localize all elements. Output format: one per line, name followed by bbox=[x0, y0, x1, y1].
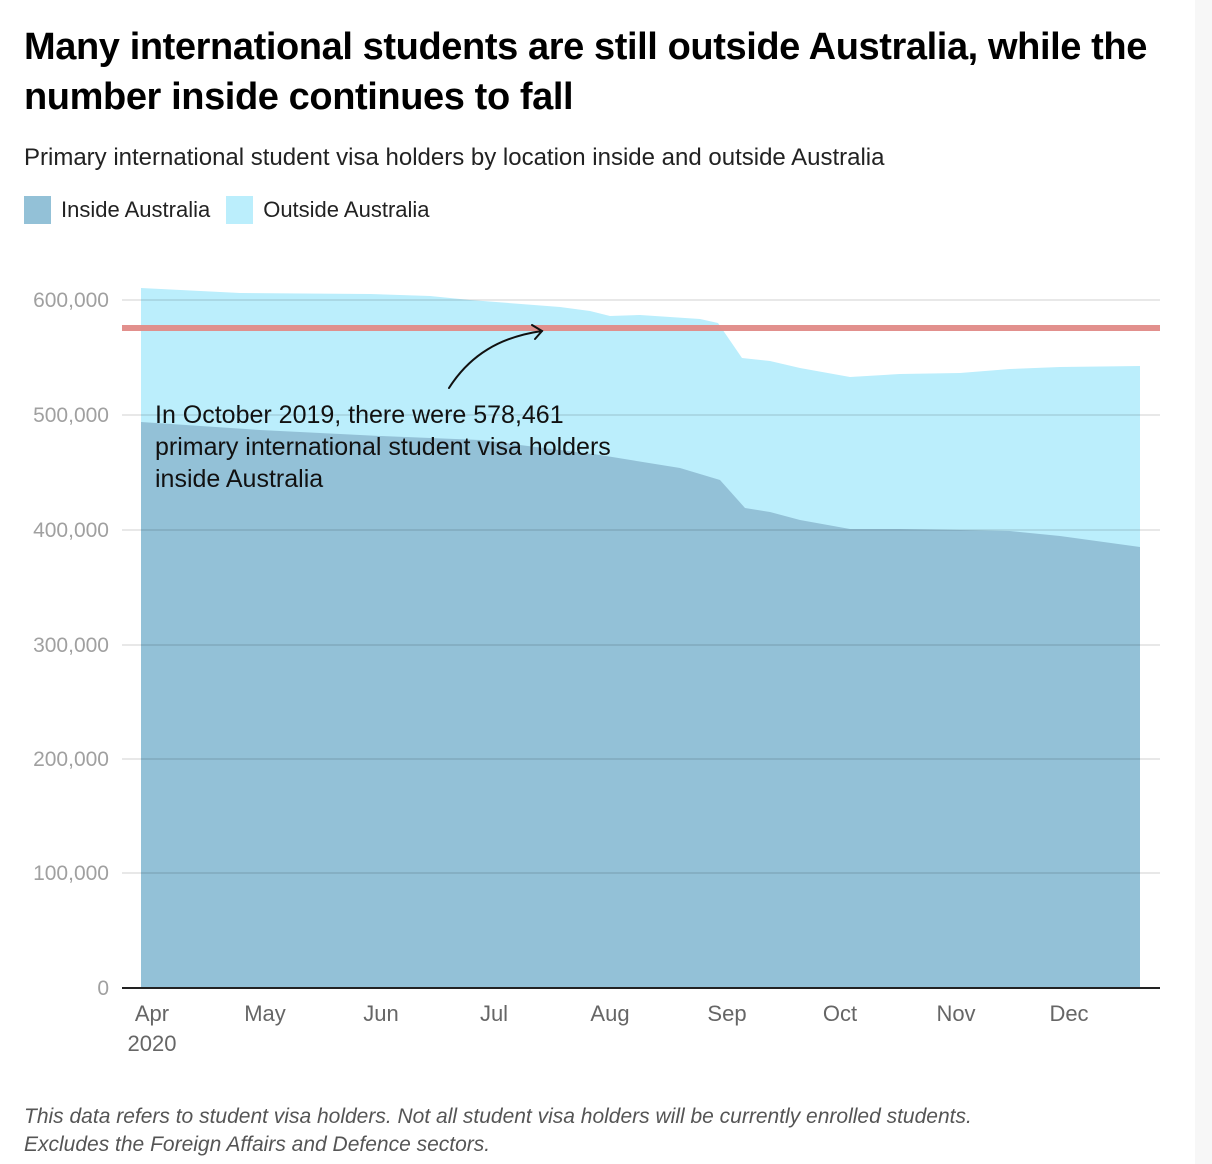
x-tick-nov: Nov bbox=[936, 1001, 975, 1026]
chart-subtitle: Primary international student visa holde… bbox=[24, 144, 885, 171]
y-tick-300000: 300,000 bbox=[33, 634, 109, 657]
scrollbar-track[interactable] bbox=[1195, 0, 1212, 1164]
annotation: In October 2019, there were 578,461 prim… bbox=[155, 401, 611, 493]
x-tick-aug: Aug bbox=[590, 1001, 629, 1026]
legend-item-outside: Outside Australia bbox=[226, 196, 430, 224]
x-tick-sep: Sep bbox=[707, 1001, 746, 1026]
legend-label-inside: Inside Australia bbox=[61, 197, 211, 222]
annotation-line-1: In October 2019, there were 578,461 bbox=[155, 401, 564, 429]
footnote-line-2: Excludes the Foreign Affairs and Defence… bbox=[24, 1133, 491, 1156]
legend-swatch-inside bbox=[24, 196, 51, 224]
footnote: This data refers to student visa holders… bbox=[24, 1103, 972, 1159]
x-axis-labels: Apr 2020 May Jun Jul Aug Sep Oct Nov Dec bbox=[128, 1001, 1089, 1056]
y-tick-400000: 400,000 bbox=[33, 519, 109, 542]
legend-label-outside: Outside Australia bbox=[263, 197, 430, 222]
chart-title: Many international students are still ou… bbox=[24, 26, 1147, 118]
annotation-line-2: primary international student visa holde… bbox=[155, 433, 611, 461]
annotation-line-3: inside Australia bbox=[155, 465, 323, 493]
area-chart: 600,000 500,000 400,000 300,000 200,000 … bbox=[33, 288, 1160, 1056]
legend-item-inside: Inside Australia bbox=[24, 196, 210, 224]
y-tick-200000: 200,000 bbox=[33, 748, 109, 771]
footnote-line-1: This data refers to student visa holders… bbox=[24, 1105, 972, 1128]
annotation-arrow-icon bbox=[448, 324, 544, 389]
y-tick-100000: 100,000 bbox=[33, 862, 109, 885]
reference-line-oct-2019 bbox=[122, 325, 1160, 331]
y-tick-500000: 500,000 bbox=[33, 404, 109, 427]
y-tick-0: 0 bbox=[97, 977, 109, 1000]
x-tick-year: 2020 bbox=[128, 1031, 177, 1056]
x-tick-apr: Apr bbox=[135, 1001, 169, 1026]
y-axis-labels: 600,000 500,000 400,000 300,000 200,000 … bbox=[33, 289, 109, 1000]
x-tick-jun: Jun bbox=[363, 1001, 398, 1026]
legend: Inside Australia Outside Australia bbox=[24, 196, 430, 224]
x-tick-oct: Oct bbox=[823, 1001, 857, 1026]
gridlines bbox=[122, 299, 1160, 874]
legend-swatch-outside bbox=[226, 196, 254, 224]
area-inside-australia bbox=[141, 422, 1140, 988]
y-tick-600000: 600,000 bbox=[33, 289, 109, 312]
x-tick-may: May bbox=[244, 1001, 286, 1026]
x-tick-jul: Jul bbox=[480, 1001, 508, 1026]
x-tick-dec: Dec bbox=[1049, 1001, 1088, 1026]
